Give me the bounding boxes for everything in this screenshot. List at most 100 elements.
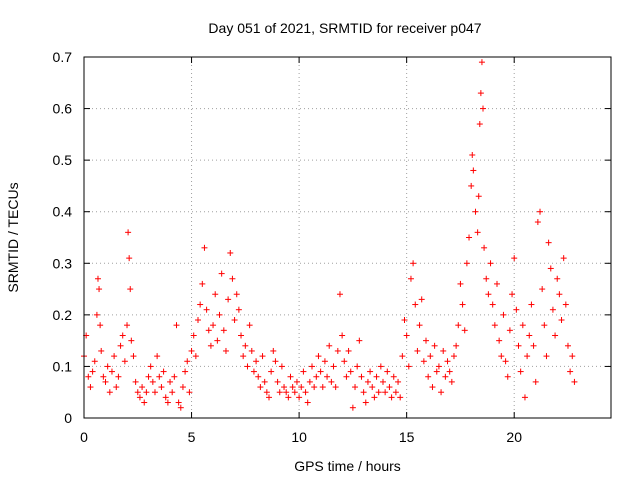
data-point bbox=[513, 306, 520, 313]
data-point bbox=[270, 347, 277, 354]
data-point bbox=[328, 378, 335, 385]
data-point bbox=[139, 384, 146, 391]
data-point bbox=[543, 353, 550, 360]
data-point bbox=[162, 394, 169, 401]
data-point bbox=[352, 384, 359, 391]
data-point bbox=[296, 394, 303, 401]
data-point bbox=[481, 244, 488, 251]
data-point bbox=[231, 317, 238, 324]
plot-frame bbox=[83, 56, 612, 419]
data-point bbox=[291, 389, 298, 396]
data-point bbox=[177, 404, 184, 411]
data-point bbox=[242, 342, 249, 349]
data-point bbox=[227, 249, 234, 256]
data-point bbox=[244, 363, 251, 370]
data-point bbox=[154, 353, 161, 360]
data-point bbox=[212, 291, 219, 298]
data-point bbox=[151, 389, 158, 396]
data-point bbox=[468, 182, 475, 189]
data-point bbox=[190, 332, 197, 339]
data-point bbox=[192, 353, 199, 360]
data-point bbox=[199, 280, 206, 287]
data-point bbox=[477, 90, 484, 97]
data-point bbox=[255, 373, 262, 380]
y-tick-label: 0.4 bbox=[53, 204, 73, 220]
data-point bbox=[250, 368, 257, 375]
data-point bbox=[420, 358, 427, 365]
data-point bbox=[205, 327, 212, 334]
data-point bbox=[567, 368, 574, 375]
data-point bbox=[369, 384, 376, 391]
data-point bbox=[470, 167, 477, 174]
data-point bbox=[506, 327, 513, 334]
data-point bbox=[195, 317, 202, 324]
data-point bbox=[442, 373, 449, 380]
data-point bbox=[214, 337, 221, 344]
data-point bbox=[556, 291, 563, 298]
data-point bbox=[115, 373, 122, 380]
data-point bbox=[399, 353, 406, 360]
data-point bbox=[197, 301, 204, 308]
data-point bbox=[313, 373, 320, 380]
data-point bbox=[371, 394, 378, 401]
data-point bbox=[233, 291, 240, 298]
data-point bbox=[504, 373, 511, 380]
data-point bbox=[491, 322, 498, 329]
data-point bbox=[156, 373, 163, 380]
data-point bbox=[423, 337, 430, 344]
data-point bbox=[519, 322, 526, 329]
data-point bbox=[483, 275, 490, 282]
data-point bbox=[545, 239, 552, 246]
data-point bbox=[238, 332, 245, 339]
data-point bbox=[111, 353, 118, 360]
data-point bbox=[379, 378, 386, 385]
data-point bbox=[274, 378, 281, 385]
data-point bbox=[418, 296, 425, 303]
data-point bbox=[382, 389, 389, 396]
data-point bbox=[132, 378, 139, 385]
data-points-layer bbox=[81, 59, 578, 411]
data-point bbox=[93, 311, 100, 318]
data-point bbox=[321, 358, 328, 365]
data-point bbox=[149, 378, 156, 385]
data-point bbox=[469, 151, 476, 158]
data-point bbox=[319, 384, 326, 391]
data-point bbox=[276, 389, 283, 396]
data-point bbox=[330, 363, 337, 370]
data-point bbox=[474, 229, 481, 236]
data-point bbox=[309, 363, 316, 370]
data-point bbox=[392, 389, 399, 396]
data-point bbox=[511, 255, 518, 262]
data-point bbox=[362, 399, 369, 406]
data-point bbox=[248, 347, 255, 354]
data-point bbox=[459, 301, 466, 308]
data-point bbox=[438, 389, 445, 396]
data-point bbox=[457, 280, 464, 287]
data-point bbox=[485, 291, 492, 298]
data-point bbox=[343, 373, 350, 380]
data-point bbox=[265, 394, 272, 401]
data-point bbox=[405, 363, 412, 370]
y-tick-label: 0.6 bbox=[53, 101, 73, 117]
data-point bbox=[158, 384, 165, 391]
data-point bbox=[367, 368, 374, 375]
data-point bbox=[515, 342, 522, 349]
data-point bbox=[100, 373, 107, 380]
data-point bbox=[186, 389, 193, 396]
data-point bbox=[489, 301, 496, 308]
data-point bbox=[85, 373, 92, 380]
data-point bbox=[285, 394, 292, 401]
data-point bbox=[493, 280, 500, 287]
data-point bbox=[169, 389, 176, 396]
data-point bbox=[298, 384, 305, 391]
data-point bbox=[528, 301, 535, 308]
data-point bbox=[302, 389, 309, 396]
data-point bbox=[300, 368, 307, 375]
data-point bbox=[339, 332, 346, 339]
data-point bbox=[113, 384, 120, 391]
y-tick-label: 0 bbox=[64, 410, 72, 426]
data-point bbox=[306, 378, 313, 385]
data-point bbox=[278, 363, 285, 370]
data-point bbox=[136, 394, 143, 401]
data-point bbox=[184, 358, 191, 365]
